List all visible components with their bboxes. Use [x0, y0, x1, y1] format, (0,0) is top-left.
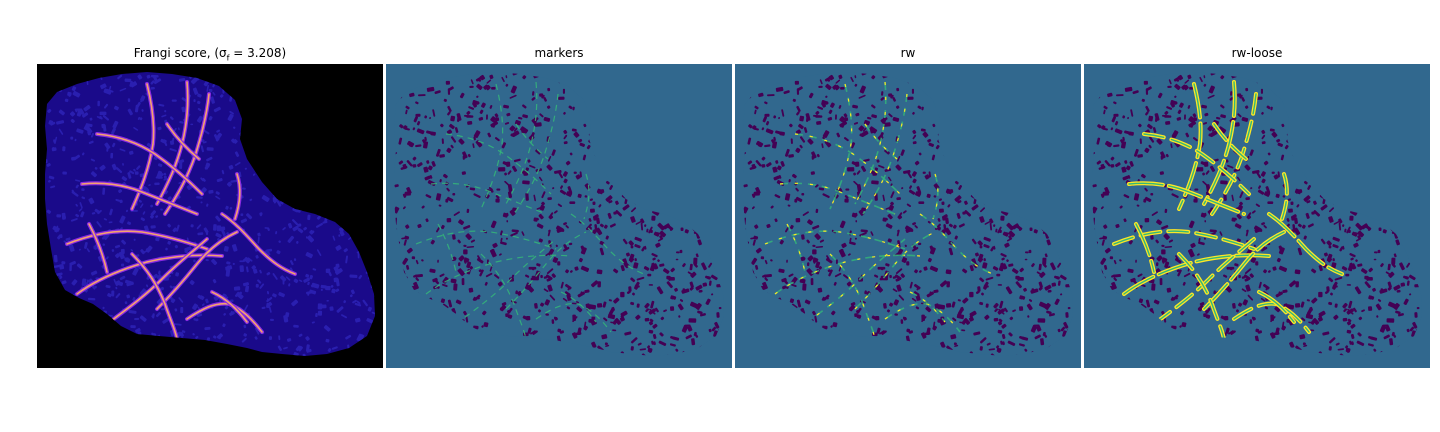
vessel-highlight: [774, 254, 921, 295]
markers-image: [386, 64, 732, 368]
frangi-score-canvas: [37, 64, 383, 368]
vessel-core: [88, 223, 108, 273]
panel-title-rw: rw: [900, 46, 916, 60]
vessel-layer: [764, 81, 994, 340]
vessel-marker: [480, 253, 527, 340]
vessel-highlight: [786, 223, 806, 273]
vessel-marker: [570, 213, 645, 275]
vessel-layer: [415, 81, 645, 340]
vessel-highlight: [829, 83, 853, 210]
vessel-core: [156, 231, 238, 310]
vessel-core: [1268, 213, 1343, 275]
vessel-core: [1213, 123, 1247, 160]
vessel-marker: [480, 83, 504, 210]
vessel-highlight: [764, 230, 906, 250]
vessel-region: [932, 173, 939, 220]
frangi-title-value: = 3.208): [229, 46, 287, 60]
vessel-core: [1178, 253, 1225, 340]
vessel-layer: [1112, 80, 1344, 341]
vessel-core: [1153, 238, 1255, 325]
frangi-title-sub: f: [226, 53, 230, 63]
vessel-highlight: [794, 133, 901, 195]
vessel-marker: [425, 254, 572, 295]
vessel-core: [1135, 223, 1155, 273]
vessel-core: [1258, 291, 1295, 323]
vessel-highlight: [829, 253, 876, 340]
vessel-marker: [455, 238, 557, 325]
vessel-marker: [430, 182, 547, 215]
vessel-core: [1143, 133, 1250, 195]
vessel-highlight: [919, 213, 994, 275]
vessel-region: [909, 291, 946, 323]
vessel-layer: [65, 80, 297, 341]
vessel-marker: [437, 223, 457, 273]
vessel-core: [166, 123, 200, 160]
vessel-core: [1203, 81, 1236, 205]
vessel-core: [66, 230, 208, 250]
vessel-marker: [560, 291, 597, 323]
frangi-title-text: Frangi score,: [133, 46, 215, 60]
rw-loose-image: [1084, 64, 1430, 368]
vessel-core: [1123, 254, 1270, 295]
vessel-core: [81, 182, 198, 215]
vessel-marker: [515, 123, 549, 160]
rw-canvas: [735, 64, 1081, 368]
vessel-core: [76, 254, 223, 295]
vessel-region: [864, 123, 898, 160]
vessel-core: [1281, 173, 1288, 220]
rw-image: [735, 64, 1081, 368]
vessel-core: [211, 291, 248, 323]
panel-title-frangi: Frangi score, (σf = 3.208): [37, 44, 383, 67]
vessel-marker: [513, 93, 559, 215]
vessel-highlight: [884, 303, 961, 333]
vessel-marker: [415, 230, 557, 250]
rw-loose-canvas: [1084, 64, 1430, 368]
vessel-marker: [505, 231, 587, 310]
frangi-title-sigma: (σ: [214, 46, 227, 60]
vessel-marker: [583, 173, 590, 220]
vessel-highlight: [779, 182, 896, 215]
vessel-region: [804, 238, 906, 325]
vessel-highlight: [854, 231, 936, 310]
vessel-core: [1128, 182, 1245, 215]
vessel-highlight: [854, 81, 887, 205]
panel-title-markers: markers: [534, 46, 584, 60]
vessel-core: [1203, 231, 1285, 310]
vessel-core: [1113, 230, 1255, 250]
vessel-core: [96, 133, 203, 195]
vessel-core: [131, 253, 178, 340]
panel-title-rw-loose: rw-loose: [1231, 46, 1283, 60]
vessel-core: [234, 173, 241, 220]
vessel-marker: [535, 303, 612, 333]
markers-canvas: [386, 64, 732, 368]
frangi-score-image: [37, 64, 383, 368]
vessel-core: [221, 213, 296, 275]
vessel-core: [106, 238, 208, 325]
